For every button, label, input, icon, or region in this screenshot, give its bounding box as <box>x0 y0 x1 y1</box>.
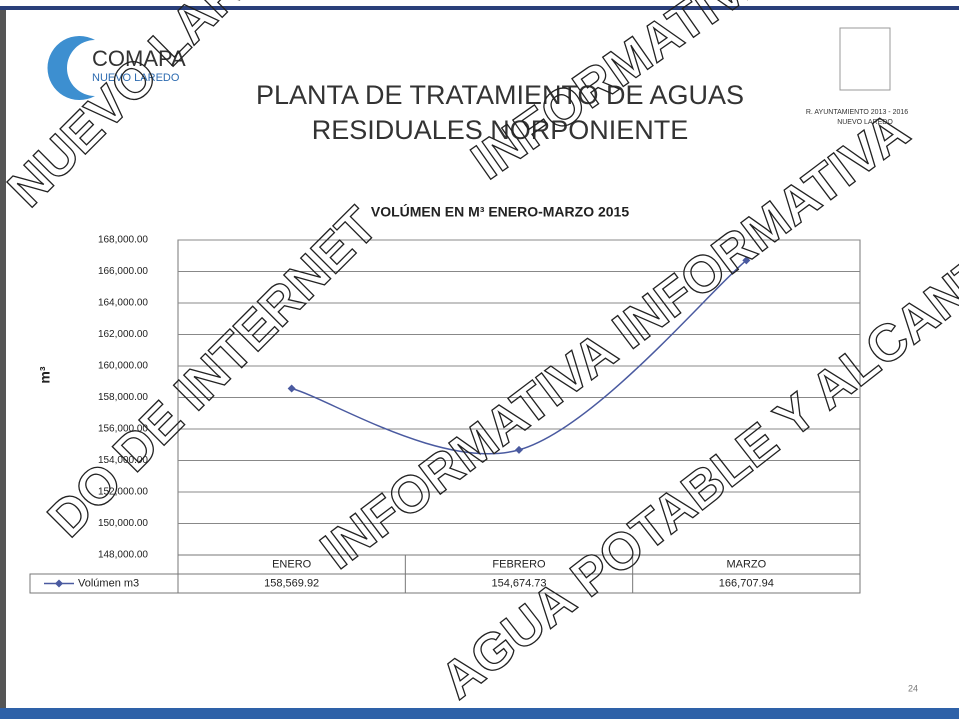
left-border <box>0 10 6 708</box>
y-tick-label: 156,000.00 <box>98 424 148 435</box>
y-tick-label: 150,000.00 <box>98 518 148 529</box>
chart-title: VOLÚMEN EN M³ ENERO-MARZO 2015 <box>371 203 629 220</box>
y-axis-label: m³ <box>37 366 53 383</box>
emblem-text: NUEVO LAREDO <box>837 119 893 126</box>
data-label: 158,569.92 <box>264 577 319 589</box>
slide-title: PLANTA DE TRATAMIENTO DE AGUAS <box>256 80 744 110</box>
logo-sub: NUEVO LAREDO <box>92 72 180 84</box>
x-tick-label: ENERO <box>272 558 312 570</box>
bottom-bar <box>0 708 959 719</box>
emblem-text: R. AYUNTAMIENTO 2013 - 2016 <box>806 109 908 116</box>
data-point <box>287 384 296 393</box>
y-tick-label: 168,000.00 <box>98 235 148 246</box>
y-tick-label: 164,000.00 <box>98 298 148 309</box>
y-tick-label: 160,000.00 <box>98 361 148 372</box>
y-tick-label: 158,000.00 <box>98 392 148 403</box>
y-tick-label: 148,000.00 <box>98 550 148 561</box>
data-label: 154,674.73 <box>491 577 546 589</box>
table-border <box>29 573 179 594</box>
data-point <box>515 445 523 454</box>
y-tick-label: 154,000.00 <box>98 455 148 466</box>
page-number: 24 <box>908 683 918 693</box>
slide-title: RESIDUALES NORPONIENTE <box>312 115 689 145</box>
y-tick-label: 152,000.00 <box>98 487 148 498</box>
x-tick-label: FEBRERO <box>492 558 546 570</box>
logo-name: COMAPA <box>92 46 186 71</box>
logo-icon <box>47 36 95 100</box>
plot: 148,000.00 150,000.00 152,000.00 154,000.00… <box>29 235 861 594</box>
data-point <box>742 256 751 265</box>
emblem <box>839 27 891 91</box>
y-tick-label: 162,000.00 <box>98 329 148 340</box>
legend-label: Volúmen m3 <box>78 577 139 589</box>
top-border <box>0 6 959 10</box>
data-label: 166,707.94 <box>719 577 774 589</box>
y-tick-label: 166,000.00 <box>98 266 148 277</box>
x-tick-label: MARZO <box>726 558 766 570</box>
legend-marker <box>55 579 63 588</box>
